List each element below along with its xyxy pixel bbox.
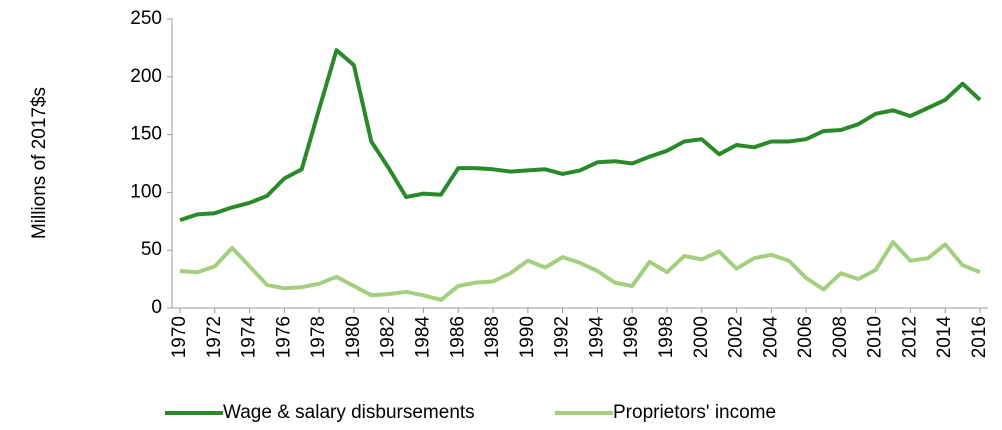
legend-label: Wage & salary disbursements: [223, 402, 475, 423]
series-line: [179, 48, 982, 223]
y-axis-label: Millions of 2017$s: [29, 87, 50, 239]
x-tick-label: 1972: [204, 316, 225, 358]
x-tick-label: 2000: [691, 316, 712, 358]
series-line: [179, 240, 981, 302]
x-tick-label: 2016: [969, 316, 990, 358]
x-tick-label: 1986: [447, 316, 468, 358]
x-tick-label: 1990: [517, 316, 538, 358]
x-tick-label: 1982: [378, 316, 399, 358]
x-tick-label: 1976: [273, 316, 294, 358]
y-tick-label: 150: [130, 124, 162, 145]
x-tick-label: 1992: [552, 316, 573, 358]
y-tick-label: 50: [141, 239, 162, 260]
x-tick-label: 2002: [726, 316, 747, 358]
y-tick-label: 250: [130, 8, 162, 29]
x-tick-label: 1970: [169, 316, 190, 358]
x-tick-label: 2006: [795, 316, 816, 358]
x-tick-label: 1998: [656, 316, 677, 358]
x-tick-label: 1996: [621, 316, 642, 358]
x-tick-label: 1974: [239, 316, 260, 359]
legend-label: Proprietors' income: [613, 402, 776, 423]
x-tick-label: 1980: [343, 316, 364, 358]
x-tick-label: 1978: [308, 316, 329, 358]
x-tick-label: 2010: [865, 316, 886, 358]
x-tick-label: 2012: [899, 316, 920, 358]
x-tick-label: 2008: [830, 316, 851, 358]
x-tick-label: 1984: [412, 316, 433, 359]
y-tick-label: 200: [130, 66, 162, 87]
y-tick-label: 0: [151, 297, 162, 318]
x-tick-label: 1988: [482, 316, 503, 358]
x-tick-label: 2004: [760, 316, 781, 359]
y-tick-label: 100: [130, 181, 162, 202]
x-tick-label: 2014: [934, 316, 955, 359]
x-tick-label: 1994: [586, 316, 607, 359]
